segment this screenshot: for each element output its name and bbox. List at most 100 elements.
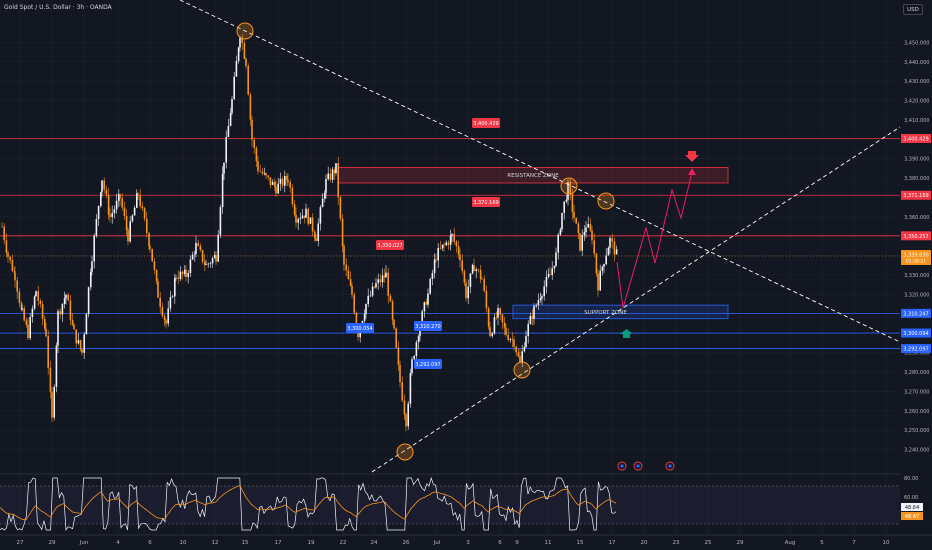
candle [93,233,95,269]
candle [125,209,128,236]
candle-body [439,248,442,249]
candle [73,323,75,330]
candle-body [269,177,272,185]
axis-level-tag-text: 3,300.094 [903,331,928,337]
price-tick-label: 3,240.000 [904,448,929,454]
candle-body [100,192,102,207]
price-tick-label: 3,420.000 [904,99,929,105]
time-tick-label: 17 [275,540,282,546]
candle-body [335,163,337,173]
candle [53,384,55,421]
candle [589,218,592,233]
candle-body [165,320,167,324]
candle-body [189,259,192,274]
price-tag [414,321,442,331]
candle-body [143,208,146,219]
candle-body [83,334,85,353]
candle-body [455,241,458,247]
price-axis[interactable]: 3,450.000 3,440.000 3,430.000 3,420.000 3,41… [900,0,932,550]
candle [339,195,342,222]
candle [583,225,586,241]
candle-body [139,194,141,207]
candle-body [399,364,401,383]
candle-body [485,290,488,309]
candle [217,229,219,263]
candle-body [481,279,483,280]
candle-body [417,336,420,343]
axis-level-tag-text: 3,350.257 [903,234,928,240]
zones: RESISTANCE ZONE SUPPORT ZONE [337,167,729,320]
candle [605,248,607,266]
candle [529,312,532,325]
candle-body [405,414,407,427]
axis-level-tag [901,308,931,318]
candle [255,146,258,168]
candle [171,294,174,299]
time-tick-label: 10 [883,540,890,546]
candle-body [519,356,521,363]
candle-body [531,316,534,319]
support-zone [512,304,729,320]
axis-level-tag [901,190,931,200]
candle [497,304,499,326]
time-axis[interactable]: 27 29 Jun 4 6 10 12 15 17 19 22 24 26 Jul 3 6 9 11 15 17 20 2… [0,534,932,546]
candle-body [111,213,113,217]
price-tick-label: 3,440.000 [904,60,929,66]
candle-body [237,47,240,62]
candle-body [293,204,296,215]
candle [199,243,202,252]
time-tick-label: 4 [116,540,120,546]
candle [83,332,85,359]
candle-body [199,246,202,250]
candle [251,115,253,147]
candle [521,344,523,368]
candle-body [261,171,264,174]
candle [365,303,367,319]
candle [335,163,337,176]
candle-body [513,339,515,347]
candle [431,269,434,286]
candle [433,253,436,279]
candle-body [289,181,291,188]
candle-body [219,207,222,235]
candle [437,243,439,268]
candle-body [225,136,227,163]
candle [149,243,151,253]
candle [51,386,53,422]
candle-body [591,230,593,241]
candle-body [615,249,618,255]
candle [319,204,322,231]
time-tick-label: Jun [79,540,89,546]
candle-body [517,352,520,357]
candle-body [403,400,406,415]
candle [299,212,302,224]
candle-body [317,223,319,242]
candle-body [407,403,409,427]
currency-button[interactable]: USD [903,4,923,15]
price-tick-label: 3,380.000 [904,176,929,182]
candle-body [355,312,358,326]
candle [523,342,526,353]
candle-body [243,42,246,59]
candle [367,288,369,308]
candle [575,217,577,224]
projection-path [616,171,693,309]
candle [81,348,83,356]
candle [63,291,66,309]
candle [525,330,527,348]
candle [131,214,134,223]
candle-body [127,230,129,242]
candle [369,290,372,298]
candle [227,118,230,138]
candle-body [327,173,329,179]
candle [221,166,224,214]
price-tick-label: 3,260.000 [904,409,929,415]
price-tick-label: 3,250.000 [904,428,929,434]
candle [159,292,161,314]
candle [513,336,515,351]
candle-body [499,308,501,315]
candle-body [35,291,37,297]
candle-body [197,243,199,247]
